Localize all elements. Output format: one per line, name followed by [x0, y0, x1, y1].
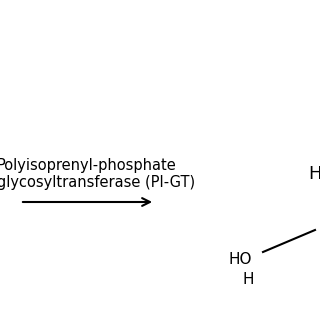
Text: Polyisoprenyl-phosphate: Polyisoprenyl-phosphate — [0, 158, 177, 173]
Text: glycosyltransferase (PI-GT): glycosyltransferase (PI-GT) — [0, 175, 195, 190]
Text: H: H — [308, 165, 320, 183]
Text: H: H — [242, 272, 253, 287]
Text: HO: HO — [228, 252, 252, 267]
